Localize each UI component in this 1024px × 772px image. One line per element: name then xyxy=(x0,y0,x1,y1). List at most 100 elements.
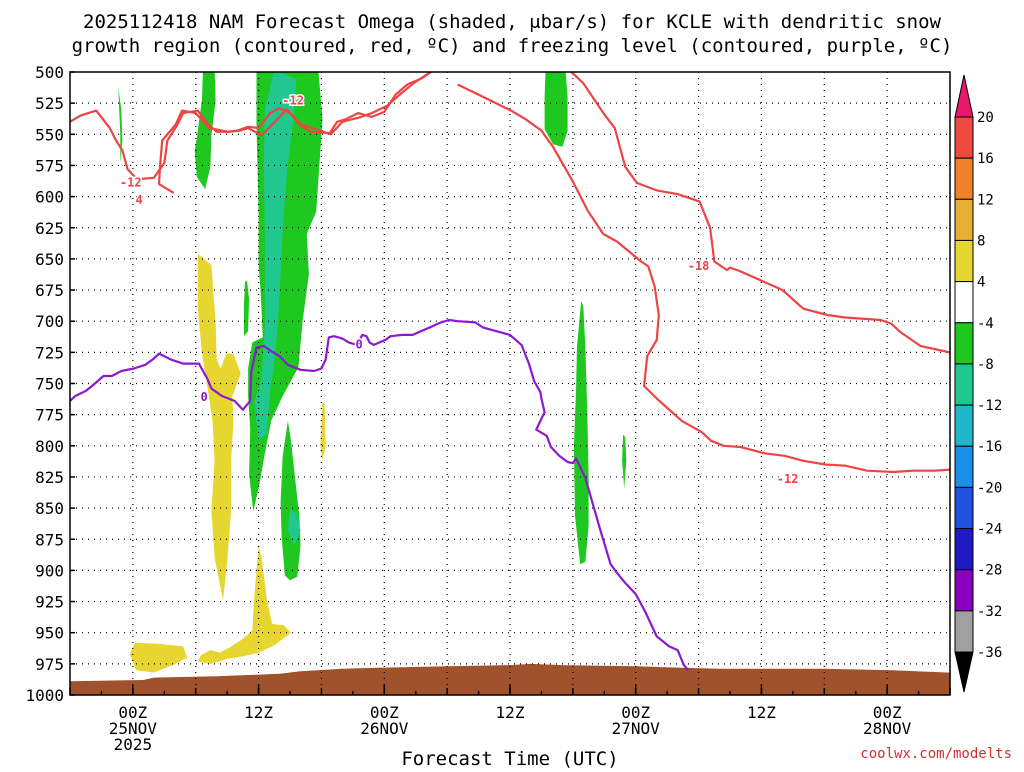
omega-region-17 xyxy=(1014,668,1024,673)
omega-region-6 xyxy=(544,72,568,147)
y-tick-label-900: 900 xyxy=(35,561,64,580)
omega-region-16 xyxy=(320,402,326,461)
x-tick-label-0-0: 00Z xyxy=(118,703,147,722)
y-tick-label-600: 600 xyxy=(35,188,64,207)
omega-region-8 xyxy=(622,434,627,489)
colorbar-bottom-arrow xyxy=(954,651,974,693)
x-tick-label-0-1: 25NOV xyxy=(109,719,158,738)
colorbar-label-10: -24 xyxy=(977,522,1002,538)
colorbar-label-2: 12 xyxy=(977,192,994,208)
grid-lines xyxy=(70,72,951,695)
y-tick-label-700: 700 xyxy=(35,312,64,331)
chart-title-line-1: 2025112418 NAM Forecast Omega (shaded, μ… xyxy=(83,11,941,33)
omega-region-14 xyxy=(129,642,188,673)
y-tick-label-550: 550 xyxy=(35,125,64,144)
colorbar-segment-2 xyxy=(954,157,974,200)
y-tick-label-625: 625 xyxy=(35,219,64,238)
colorbar-label-9: -20 xyxy=(977,480,1002,496)
y-axis: 500 525 550 575 600 625 650 675 700 725 750 775 800 8… xyxy=(25,63,75,705)
colorbar-label-4: 4 xyxy=(977,275,985,291)
x-tick-label-48-0: 00Z xyxy=(621,703,650,722)
source-credit: coolwx.com/modelts xyxy=(860,746,1012,762)
contour-label-4: -12 xyxy=(777,472,799,486)
y-tick-label-825: 825 xyxy=(35,468,64,487)
contour-label-1: -12 xyxy=(120,176,142,190)
colorbar-label-5: -4 xyxy=(977,316,994,332)
y-tick-label-650: 650 xyxy=(35,250,64,269)
y-tick-label-775: 775 xyxy=(35,406,64,425)
colorbar-segment-11 xyxy=(954,528,974,571)
colorbar-segment-10 xyxy=(954,486,974,530)
colorbar-label-12: -32 xyxy=(977,604,1002,620)
y-tick-label-575: 575 xyxy=(35,156,64,175)
y-tick-label-925: 925 xyxy=(35,593,64,612)
omega-region-11 xyxy=(287,509,301,546)
colorbar-segment-13 xyxy=(954,610,974,653)
x-tick-label-72-1: 28NOV xyxy=(863,719,912,738)
colorbar-label-0: 20 xyxy=(977,110,994,126)
omega-region-4 xyxy=(280,420,301,581)
y-tick-label-725: 725 xyxy=(35,343,64,362)
y-tick-label-1000: 1000 xyxy=(25,686,64,705)
x-tick-label-36-0: 12Z xyxy=(496,703,525,722)
omega-region-2 xyxy=(194,72,216,190)
contour-5 xyxy=(70,318,689,671)
contour-lines xyxy=(70,72,1024,671)
contour-3 xyxy=(569,72,950,354)
contour-label-5: 4 xyxy=(136,193,143,207)
y-tick-label-750: 750 xyxy=(35,375,64,394)
chart-title-line-2: growth region (contoured, red, ºC) and f… xyxy=(72,35,953,57)
x-tick-label-24-0: 00Z xyxy=(370,703,399,722)
y-tick-label-875: 875 xyxy=(35,530,64,549)
colorbar-label-1: 16 xyxy=(977,151,994,167)
colorbar-segment-6 xyxy=(954,322,974,365)
x-tick-label-72-0: 00Z xyxy=(873,703,902,722)
colorbar-label-13: -36 xyxy=(977,645,1002,661)
x-axis-label: Forecast Time (UTC) xyxy=(401,748,618,768)
omega-shading xyxy=(118,72,1024,673)
colorbar-segment-8 xyxy=(954,404,974,447)
contour-2 xyxy=(157,72,433,194)
omega-region-15 xyxy=(197,545,291,664)
x-tick-label-0-2: 2025 xyxy=(114,735,153,754)
colorbar-label-11: -28 xyxy=(977,563,1002,579)
colorbar-segment-1 xyxy=(954,116,974,159)
x-tick-label-48-1: 27NOV xyxy=(612,719,661,738)
colorbar-top-arrow xyxy=(954,74,974,118)
x-tick-label-60-0: 12Z xyxy=(747,703,776,722)
colorbar-segment-12 xyxy=(954,569,974,612)
colorbar-segment-5 xyxy=(954,281,974,324)
colorbar: 20 16 12 8 4 -4 -8 -12 -16 -20 -24 -28 -32 -36 xyxy=(954,74,1002,693)
colorbar-label-3: 8 xyxy=(977,233,985,249)
omega-region-3 xyxy=(118,87,123,163)
omega-region-10 xyxy=(254,72,297,441)
colorbar-segment-3 xyxy=(954,198,974,241)
x-tick-label-12-0: 12Z xyxy=(244,703,273,722)
y-tick-label-675: 675 xyxy=(35,281,64,300)
contour-6 xyxy=(1014,669,1024,670)
y-tick-label-800: 800 xyxy=(35,437,64,456)
contour-label-6: 0 xyxy=(200,390,207,404)
colorbar-segment-7 xyxy=(954,363,974,406)
contour-label-2: -12 xyxy=(282,93,304,107)
omega-region-13 xyxy=(197,253,241,601)
ground-surface xyxy=(70,663,950,695)
x-tick-label-24-1: 26NOV xyxy=(360,719,409,738)
contour-1 xyxy=(70,72,433,181)
y-tick-label-975: 975 xyxy=(35,655,64,674)
contour-label-7: 0 xyxy=(356,338,363,352)
y-tick-label-525: 525 xyxy=(35,94,64,113)
contour-label-3: -18 xyxy=(688,259,710,273)
colorbar-segment-4 xyxy=(954,239,974,283)
y-tick-label-500: 500 xyxy=(35,63,64,82)
omega-region-5 xyxy=(243,281,250,337)
omega-region-7 xyxy=(573,301,589,565)
colorbar-label-7: -12 xyxy=(977,398,1002,414)
plot-area: -12 -12 -18 -12 4 0 0 500 525 550 575 600 625 650 675 7… xyxy=(25,63,1024,754)
y-tick-label-950: 950 xyxy=(35,624,64,643)
contour-4 xyxy=(457,83,950,474)
colorbar-label-8: -16 xyxy=(977,439,1002,455)
